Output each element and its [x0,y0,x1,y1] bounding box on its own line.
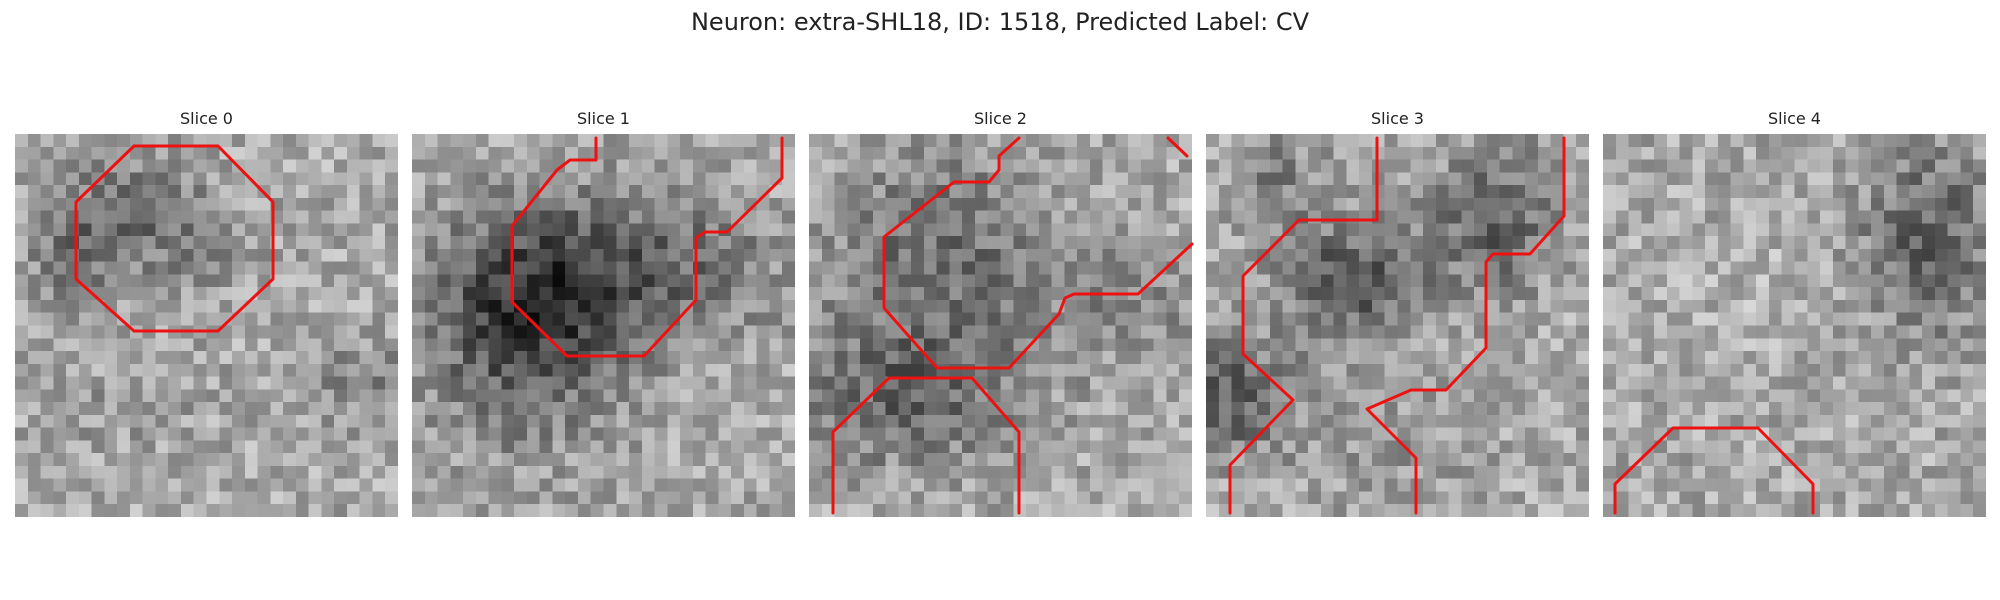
slice-panel-2 [809,134,1194,517]
slice-title-1: Slice 1 [577,109,630,128]
contour-line [510,136,784,358]
slice-panel-4 [1603,134,1986,517]
slice-panel-0 [15,134,398,517]
contour-line [831,376,1021,515]
contour-line [1613,426,1815,515]
segmentation-overlay [1228,136,1566,515]
contour-line [1228,136,1379,515]
micrograph-image [809,134,1192,517]
micrograph-image [412,134,795,517]
contour-line [1166,136,1189,158]
segmentation-overlay [510,136,784,358]
figure-title: Neuron: extra-SHL18, ID: 1518, Predicted… [690,8,1310,36]
segmentation-overlay [831,136,1194,515]
slice-title-2: Slice 2 [974,109,1027,128]
contour-line [882,136,1194,370]
slice-panel-1 [412,134,795,517]
micrograph-image [1206,134,1589,517]
segmentation-overlay [1613,426,1815,515]
slice-panel-3 [1206,134,1589,517]
segmentation-overlay [74,144,275,333]
slice-title-3: Slice 3 [1371,109,1424,128]
contour-line [1365,136,1566,515]
micrograph-image [1603,134,1986,517]
slice-title-0: Slice 0 [180,109,233,128]
contour-line [74,144,275,333]
slice-title-4: Slice 4 [1768,109,1821,128]
